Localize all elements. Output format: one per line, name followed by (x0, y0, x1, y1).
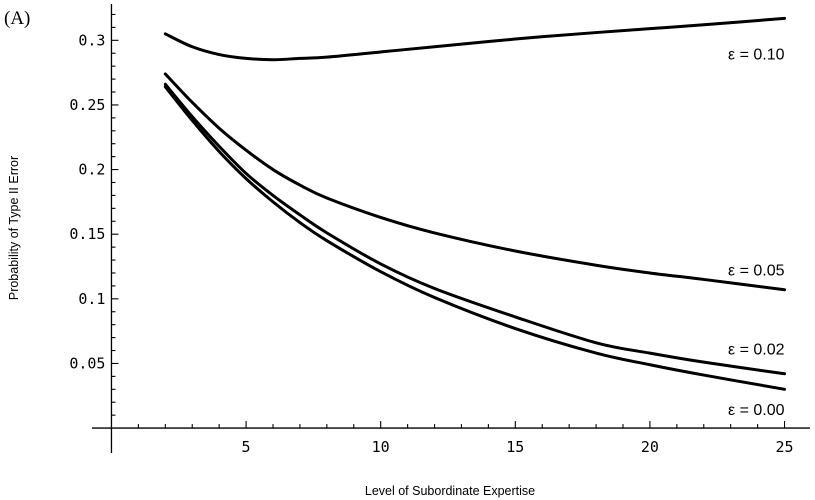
series-line (163, 85, 787, 391)
panel-label: (A) (4, 8, 30, 29)
series-label: ε = 0.05 (728, 263, 785, 280)
x-tick-label: 20 (641, 438, 659, 456)
x-axis-title: Level of Subordinate Expertise (365, 484, 535, 498)
y-tick-label: 0.2 (78, 161, 105, 179)
series-line (163, 72, 787, 292)
series-curves (163, 16, 787, 391)
y-axis-title: Probability of Type II Error (7, 156, 21, 300)
axes: 5 10 15 20 25 0.05 0.1 0.15 0.2 0.25 0.3 (69, 4, 810, 456)
series-label: ε = 0.02 (728, 341, 785, 358)
series-labels: ε = 0.10 ε = 0.05 ε = 0.02 ε = 0.00 (728, 47, 785, 419)
y-tick-label: 0.1 (78, 290, 105, 308)
series-label: ε = 0.10 (728, 47, 785, 64)
x-tick-label: 15 (506, 438, 524, 456)
series-line (163, 82, 787, 376)
y-tick-label: 0.15 (69, 225, 105, 243)
y-tick-label: 0.05 (69, 354, 105, 372)
y-tick-label: 0.3 (78, 31, 105, 49)
y-tick-label: 0.25 (69, 96, 105, 114)
x-tick-label: 10 (372, 438, 390, 456)
x-tick-label: 5 (242, 438, 251, 456)
series-label: ε = 0.00 (728, 402, 785, 419)
x-tick-label: 25 (776, 438, 794, 456)
series-line (163, 16, 787, 62)
